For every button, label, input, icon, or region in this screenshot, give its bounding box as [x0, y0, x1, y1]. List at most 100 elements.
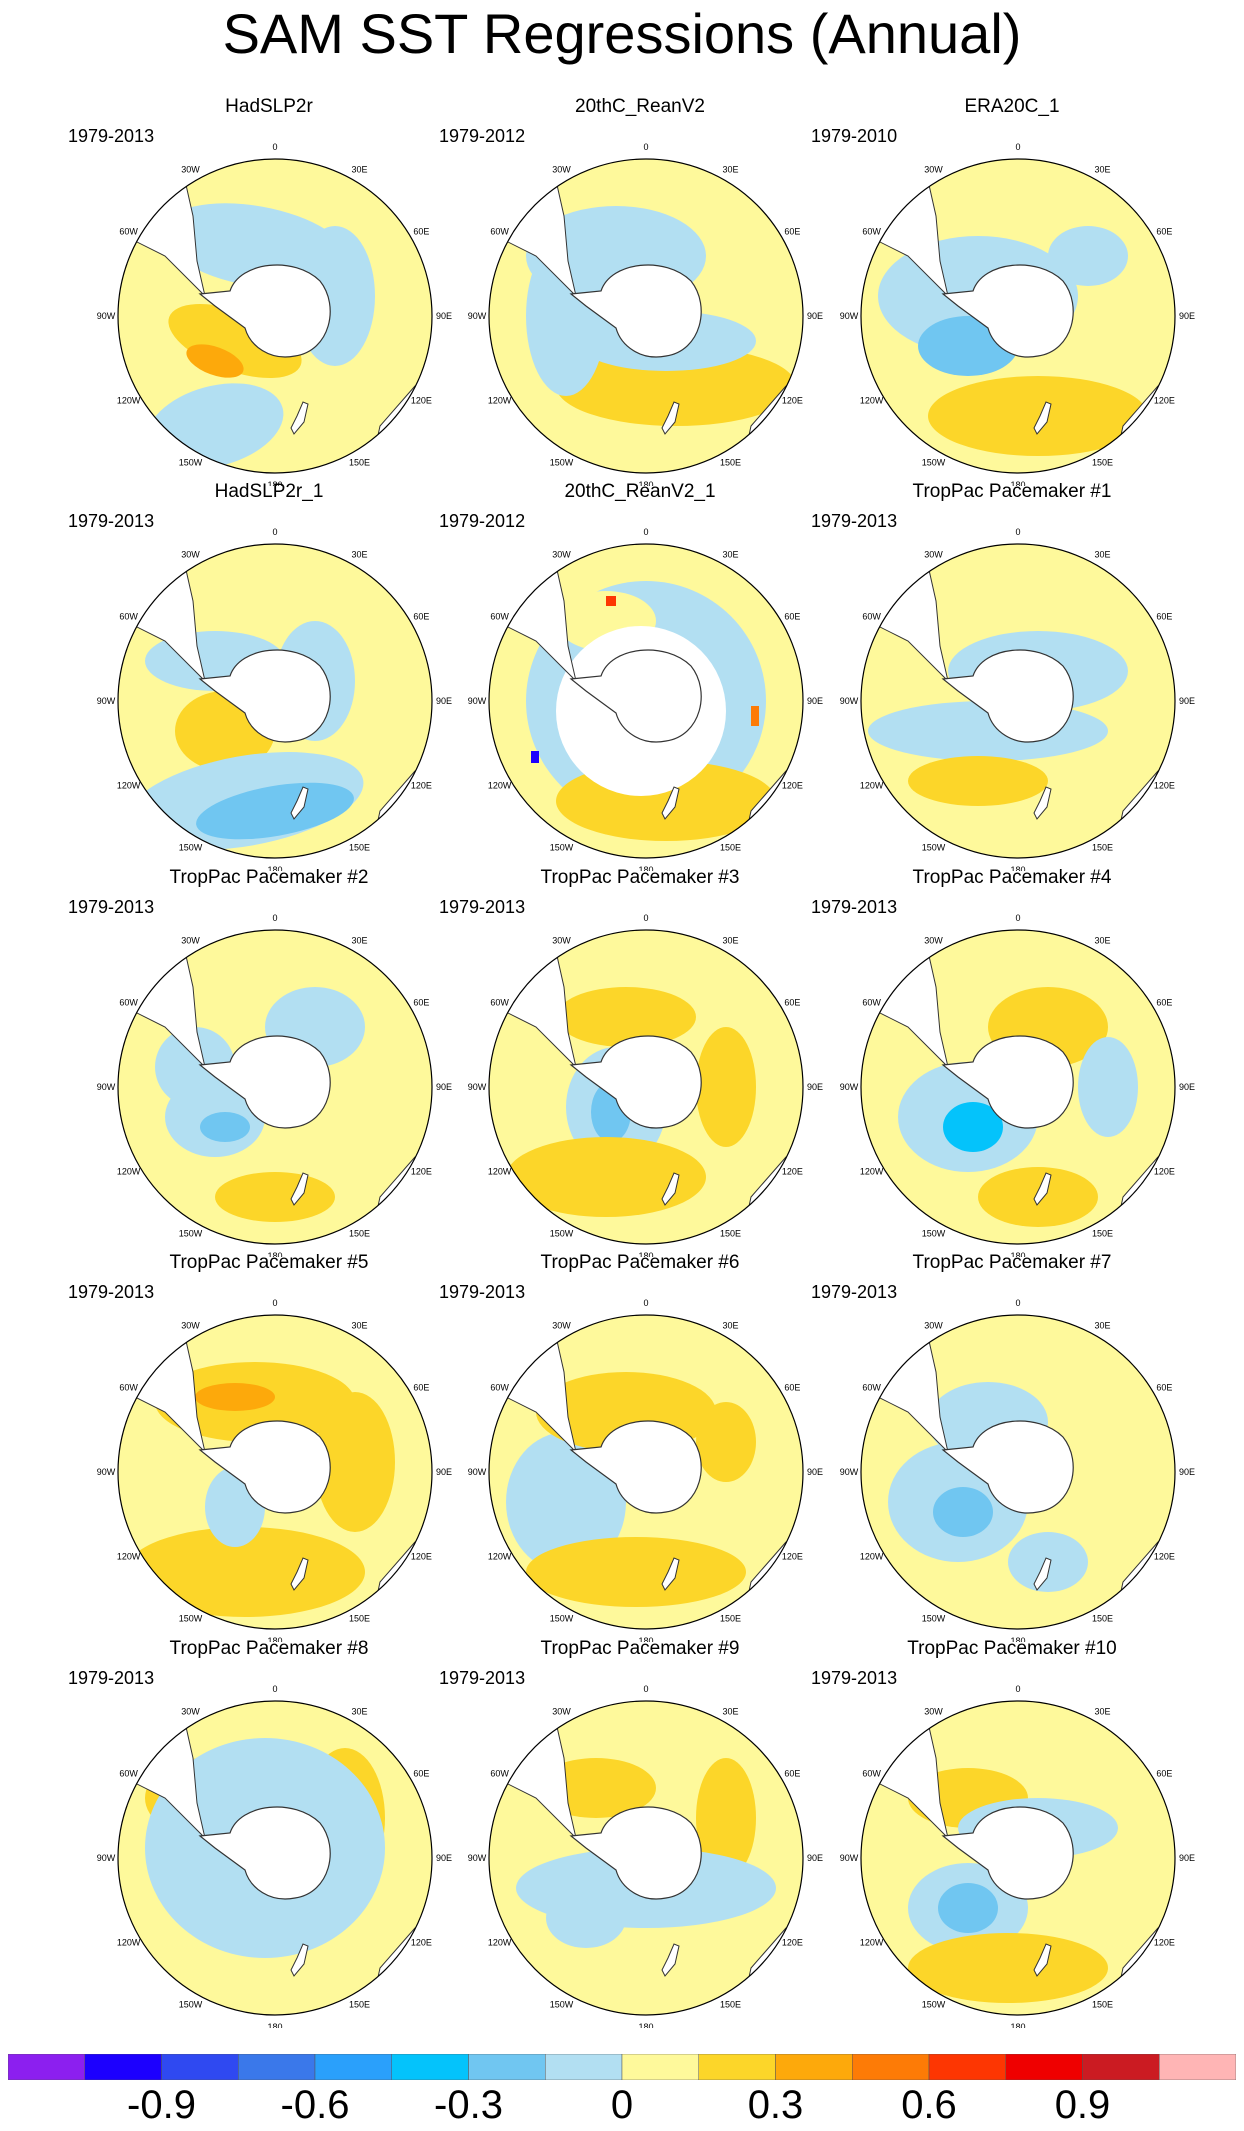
longitude-label: 60W	[490, 612, 509, 622]
antarctica-land	[941, 1035, 1074, 1129]
map-panel: 0 30E 60E 90E 120E 150E 180 150W 120W 90W 60W 30W Tr…	[433, 867, 847, 1257]
sst-anomaly-region	[1078, 1452, 1138, 1572]
main-title: SAM SST Regressions (Annual)	[222, 2, 1022, 65]
longitude-label: 60E	[413, 1769, 429, 1779]
map-panel: 0 30E 60E 90E 120E 150E 180 150W 120W 90W 60W 30W 20…	[433, 96, 847, 486]
sst-anomaly-region	[186, 344, 244, 378]
colorbar-tick-label: 0	[610, 2083, 634, 2127]
map-boundary	[860, 1700, 1176, 2016]
longitude-label: 30E	[722, 550, 738, 560]
antarctica-land	[569, 1035, 702, 1129]
new-zealand-land	[1033, 1943, 1052, 1977]
sst-anomaly-region	[1048, 226, 1128, 286]
map-boundary	[117, 158, 433, 474]
map-panel: 0 30E 60E 90E 120E 150E 180 150W 120W 90W 60W 30W ER…	[805, 96, 1219, 486]
longitude-label: 30W	[552, 1321, 571, 1331]
longitude-label: 90W	[97, 696, 116, 706]
map-panel: 0 30E 60E 90E 120E 150E 180 150W 120W 90W 60W 30W Tr…	[805, 1252, 1219, 1642]
sst-anomaly-region	[506, 1137, 706, 1217]
longitude-label: 180	[267, 1251, 282, 1257]
longitude-label: 60E	[413, 998, 429, 1008]
longitude-label: 0	[1015, 527, 1020, 537]
longitude-label: 60W	[862, 1383, 881, 1393]
longitude-label: 180	[1010, 1636, 1025, 1642]
polar-map: 0 30E 60E 90E 120E 150E 180 150W 120W 90W 60W 30W	[840, 1298, 1195, 1642]
longitude-label: 120W	[860, 396, 884, 406]
map-boundary	[488, 1700, 804, 2016]
longitude-label: 30E	[722, 165, 738, 175]
panel-period: 1979-2013	[439, 897, 526, 917]
longitude-label: 90E	[436, 311, 452, 321]
longitude-label: 180	[267, 480, 282, 486]
antarctica-land	[569, 1806, 702, 1900]
sst-anomaly-region	[751, 706, 759, 726]
longitude-label: 120E	[782, 1938, 803, 1948]
longitude-label: 150W	[179, 457, 203, 467]
panel-period: 1979-2013	[439, 1668, 526, 1688]
map-boundary	[860, 929, 1176, 1245]
longitude-label: 120W	[117, 1938, 141, 1948]
map-boundary	[488, 1314, 804, 1630]
longitude-label: 150E	[1092, 1228, 1113, 1238]
map-panel: 0 30E 60E 90E 120E 150E 180 150W 120W 90W 60W 30W Ha…	[62, 96, 476, 486]
sst-anomaly-region	[1078, 1037, 1138, 1137]
sst-anomaly-region	[696, 1027, 756, 1147]
antarctica-land	[198, 1420, 331, 1514]
new-zealand-land	[1033, 1172, 1052, 1206]
longitude-label: 120W	[488, 781, 512, 791]
longitude-label: 0	[272, 1298, 277, 1308]
longitude-label: 120E	[782, 1167, 803, 1177]
sst-anomaly-region	[696, 1758, 756, 1878]
longitude-label: 60E	[784, 227, 800, 237]
colorbar-segment	[161, 2054, 239, 2080]
longitude-label: 150E	[349, 1613, 370, 1623]
colorbar-segment	[1005, 2054, 1083, 2080]
map-panel: 0 30E 60E 90E 120E 150E 180 150W 120W 90W 60W 30W Tr…	[805, 481, 1219, 871]
longitude-label: 0	[643, 1684, 648, 1694]
longitude-label: 90E	[807, 696, 823, 706]
sst-anomaly-region	[908, 1933, 1108, 2003]
map-panel: 0 30E 60E 90E 120E 150E 180 150W 120W 90W 60W 30W Tr…	[805, 867, 1219, 1257]
new-zealand-land	[290, 1172, 309, 1206]
longitude-label: 150E	[1092, 842, 1113, 852]
longitude-label: 90W	[840, 1853, 859, 1863]
longitude-label: 120E	[1154, 1938, 1175, 1948]
longitude-label: 150E	[1092, 457, 1113, 467]
longitude-label: 180	[1010, 2022, 1025, 2028]
sst-anomaly-region	[556, 346, 796, 426]
antarctica-land	[198, 1806, 331, 1900]
longitude-label: 30W	[181, 936, 200, 946]
longitude-label: 150W	[550, 457, 574, 467]
map-panel: 0 30E 60E 90E 120E 150E 180 150W 120W 90W 60W 30W Tr…	[62, 1252, 476, 1642]
longitude-label: 120W	[488, 1167, 512, 1177]
longitude-label: 60E	[1156, 227, 1172, 237]
polar-map: 0 30E 60E 90E 120E 150E 180 150W 120W 90W 60W 30W	[97, 142, 452, 486]
colorbar-segment	[1159, 2054, 1236, 2080]
longitude-label: 0	[643, 913, 648, 923]
longitude-label: 60W	[862, 1769, 881, 1779]
longitude-label: 30E	[1094, 1321, 1110, 1331]
longitude-label: 90E	[1179, 1853, 1195, 1863]
panel-title: TropPac Pacemaker #7	[912, 1252, 1112, 1273]
colorbar-segment	[238, 2054, 316, 2080]
longitude-label: 0	[272, 1684, 277, 1694]
longitude-label: 150E	[720, 1228, 741, 1238]
sst-anomaly-region	[315, 1392, 395, 1532]
longitude-label: 150E	[720, 842, 741, 852]
panel-title: ERA20C_1	[964, 96, 1060, 117]
map-boundary	[488, 543, 804, 859]
sst-anomaly-region	[943, 1102, 1003, 1152]
panel-title: TropPac Pacemaker #4	[912, 867, 1112, 888]
longitude-label: 90E	[1179, 696, 1195, 706]
longitude-label: 90E	[807, 1467, 823, 1477]
longitude-label: 60E	[413, 1383, 429, 1393]
panel-period: 1979-2013	[68, 511, 155, 531]
longitude-label: 90E	[436, 1467, 452, 1477]
panel-title: 20thC_ReanV2	[575, 96, 705, 117]
longitude-label: 150W	[179, 1613, 203, 1623]
longitude-label: 60W	[119, 1769, 138, 1779]
polar-map: 0 30E 60E 90E 120E 150E 180 150W 120W 90W 60W 30W	[97, 1298, 452, 1642]
longitude-label: 60E	[1156, 1769, 1172, 1779]
antarctica-land	[569, 1420, 702, 1514]
new-zealand-land	[661, 1172, 680, 1206]
